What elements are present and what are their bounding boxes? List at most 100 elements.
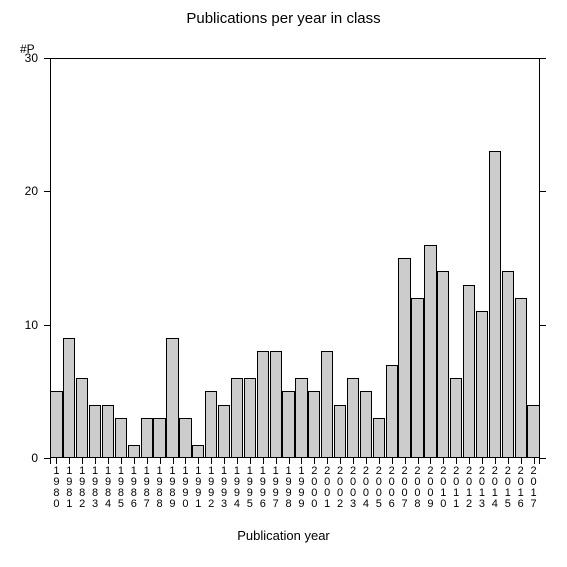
x-tick <box>521 458 522 464</box>
x-tick <box>340 458 341 464</box>
y-tick <box>540 191 546 192</box>
x-tick <box>263 458 264 464</box>
x-tick <box>495 458 496 464</box>
x-tick <box>327 458 328 464</box>
x-tick <box>482 458 483 464</box>
bar <box>308 391 320 458</box>
x-tick <box>224 458 225 464</box>
x-tick-label: 1992 <box>205 466 218 510</box>
x-tick-label: 1980 <box>50 466 63 510</box>
x-tick-label: 1988 <box>153 466 166 510</box>
x-tick-label: 1989 <box>166 466 179 510</box>
x-tick <box>353 458 354 464</box>
bar <box>515 298 527 458</box>
x-tick <box>211 458 212 464</box>
x-tick-label: 1982 <box>76 466 89 510</box>
bar <box>424 245 436 458</box>
bar <box>489 151 501 458</box>
bar <box>373 418 385 458</box>
x-tick <box>539 458 540 464</box>
bar <box>386 365 398 458</box>
x-tick <box>443 458 444 464</box>
x-tick <box>301 458 302 464</box>
x-tick <box>108 458 109 464</box>
x-tick-label: 2017 <box>527 466 540 510</box>
y-tick-label: 10 <box>8 318 38 332</box>
y-tick-label: 20 <box>8 184 38 198</box>
x-tick <box>534 458 535 464</box>
x-tick <box>289 458 290 464</box>
x-tick <box>418 458 419 464</box>
bar <box>463 285 475 458</box>
bar <box>270 351 282 458</box>
chart-container: Publications per year in class #P 010203… <box>0 0 567 567</box>
x-tick-label: 2014 <box>488 466 501 510</box>
x-tick <box>56 458 57 464</box>
chart-title: Publications per year in class <box>0 10 567 27</box>
bar <box>502 271 514 458</box>
bar <box>527 405 539 458</box>
x-tick-label: 1994 <box>231 466 244 510</box>
x-tick-label: 2011 <box>450 466 463 510</box>
x-tick <box>147 458 148 464</box>
x-tick-label: 1999 <box>295 466 308 510</box>
x-tick-label: 1996 <box>256 466 269 510</box>
x-tick-label: 2015 <box>501 466 514 510</box>
bar <box>89 405 101 458</box>
bar <box>76 378 88 458</box>
y-tick-label: 30 <box>8 51 38 65</box>
x-tick-label: 2013 <box>476 466 489 510</box>
bar <box>63 338 75 458</box>
x-tick <box>276 458 277 464</box>
bar <box>166 338 178 458</box>
x-tick <box>237 458 238 464</box>
x-tick <box>121 458 122 464</box>
x-tick-label: 1997 <box>269 466 282 510</box>
x-tick-label: 1993 <box>218 466 231 510</box>
x-tick <box>430 458 431 464</box>
bar <box>476 311 488 458</box>
x-tick <box>392 458 393 464</box>
bar <box>205 391 217 458</box>
x-tick-label: 1986 <box>127 466 140 510</box>
y-tick <box>44 191 50 192</box>
x-axis-title: Publication year <box>0 528 567 543</box>
bar <box>244 378 256 458</box>
bar <box>257 351 269 458</box>
x-tick <box>185 458 186 464</box>
bar <box>50 391 62 458</box>
x-tick-label: 1991 <box>192 466 205 510</box>
x-tick-label: 2016 <box>514 466 527 510</box>
x-tick <box>456 458 457 464</box>
x-tick-label: 1990 <box>179 466 192 510</box>
x-tick-label: 2004 <box>359 466 372 510</box>
bar <box>295 378 307 458</box>
y-tick <box>540 458 546 459</box>
x-tick-label: 1987 <box>140 466 153 510</box>
x-tick-label: 2005 <box>372 466 385 510</box>
x-tick-label: 2010 <box>437 466 450 510</box>
x-tick <box>160 458 161 464</box>
bar <box>360 391 372 458</box>
bar <box>153 418 165 458</box>
bar <box>102 405 114 458</box>
x-tick <box>379 458 380 464</box>
bar <box>437 271 449 458</box>
bar <box>115 418 127 458</box>
x-tick-label: 2001 <box>321 466 334 510</box>
x-tick <box>508 458 509 464</box>
x-tick-label: 2003 <box>347 466 360 510</box>
bar <box>334 405 346 458</box>
x-tick <box>82 458 83 464</box>
x-tick-label: 1984 <box>102 466 115 510</box>
bars-layer <box>50 58 540 458</box>
x-tick-label: 2006 <box>385 466 398 510</box>
x-tick-label: 2012 <box>463 466 476 510</box>
x-tick <box>250 458 251 464</box>
x-tick-label: 2002 <box>334 466 347 510</box>
x-tick <box>198 458 199 464</box>
plot-area <box>50 58 540 458</box>
bar <box>282 391 294 458</box>
bar <box>321 351 333 458</box>
x-tick-label: 2000 <box>308 466 321 510</box>
